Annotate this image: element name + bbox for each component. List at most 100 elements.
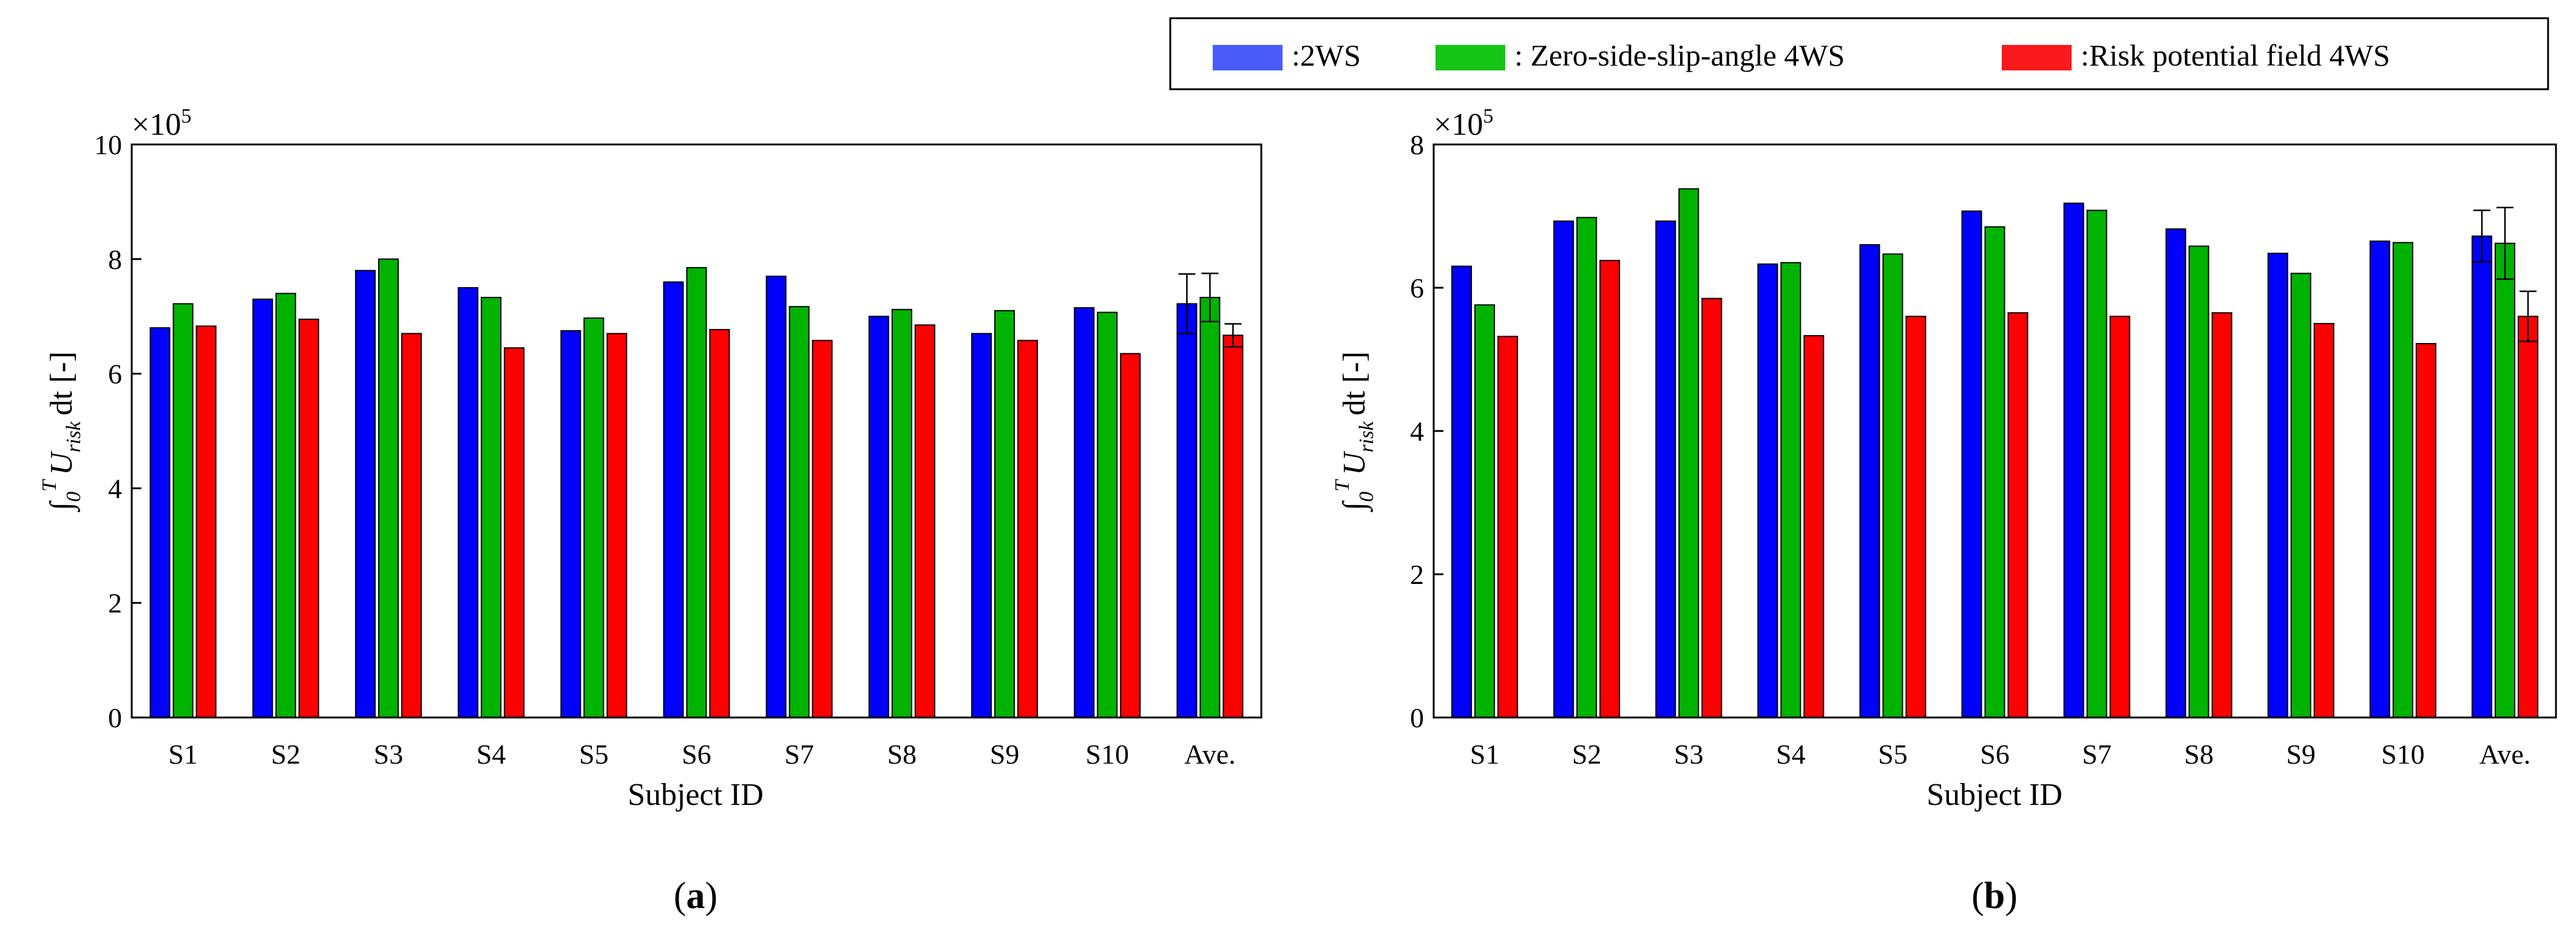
panel-a-bar-s4-series-2 (481, 297, 502, 719)
panel-a-xtick-label: S4 (476, 739, 506, 770)
panel-b-xtick-label: S3 (1674, 739, 1704, 770)
panel-b-xtick-label: S6 (1980, 739, 2010, 770)
panel-b-ylabel-rest: dt [-] (1337, 351, 1372, 415)
panel-a-xtick-label: Ave. (1184, 739, 1236, 770)
panel-b-bar-s10-series-2 (2392, 242, 2413, 719)
panel-b-bar-s5-series-2 (1882, 253, 1903, 719)
panel-a-xtick-label: S5 (579, 739, 609, 770)
panel-a-bar-s7-series-3 (812, 339, 833, 718)
panel-b-bar-s4-series-2 (1780, 262, 1802, 718)
panel-a-bar-s10-series-2 (1097, 311, 1118, 718)
panel-a-bar-s10-series-1 (1074, 307, 1095, 719)
panel-a-bar-s4-series-3 (504, 347, 525, 718)
panel-a-bar-ave-series-2 (1199, 297, 1221, 719)
panel-b-xtick-label: S9 (2286, 739, 2316, 770)
panel-b-xtick-label: S10 (2381, 739, 2425, 770)
panel-a-bar-s8-series-1 (868, 316, 889, 718)
panel-a-ytick-label: 2 (108, 588, 122, 619)
panel-a-ylabel-u: U (44, 450, 79, 475)
panel-a-xtick-label: S3 (374, 739, 404, 770)
panel-b-bar-s9-series-1 (2267, 253, 2288, 718)
svg-text:∫0TUriskdt [-]: ∫0TUrisk dt [-] (1331, 351, 1378, 512)
panel-b-bar-s2-series-2 (1576, 217, 1598, 718)
panel-b-bar-s3-series-2 (1678, 188, 1700, 719)
panel-a-ylabel-sub: risk (63, 421, 85, 452)
panel-b-ytick-label: 4 (1410, 416, 1424, 447)
panel-b-ylabel-integral: ∫ (1337, 500, 1373, 512)
panel-b-ytick-label: 8 (1410, 129, 1424, 160)
panel-b-scale-base: ×10 (1434, 107, 1483, 142)
panel-a-bar-ave-series-3 (1222, 334, 1244, 718)
panel-b-bar-s1-series-2 (1474, 304, 1496, 718)
panel-b-bar-s8-series-1 (2165, 228, 2186, 718)
panel-a-ylabel-upper: T (38, 479, 61, 492)
legend: :2WS : Zero-side-slip-angle 4WS :Risk po… (1169, 17, 2549, 90)
panel-b-marks: 0 2 4 6 8 S1 S2 S3 S4 S5 S6 S7 S8 S9 S10 Ave. (1410, 129, 2538, 770)
panel-b-ylabel-lower: 0 (1355, 492, 1378, 502)
panel-b-xtick-label: S2 (1572, 739, 1602, 770)
panel-b-bar-s6-series-2 (1984, 226, 2005, 718)
legend-swatch-zero-side-slip (1435, 45, 1505, 70)
panel-a-ytick-label: 6 (108, 359, 122, 390)
panel-b-bar-s1-series-1 (1451, 265, 1473, 719)
panel-a-bar-s5-series-1 (560, 330, 581, 718)
panel-a-bar-s1-series-3 (195, 325, 217, 718)
panel-b-xtick-label: S8 (2184, 739, 2214, 770)
panel-a-xtick-label: S8 (887, 739, 917, 770)
panel-a-scale-exp: 5 (181, 105, 191, 127)
panel-b-bar-s1-series-3 (1497, 336, 1519, 718)
panel-a-plot-frame (130, 143, 1263, 719)
panel-a-bar-s5-series-3 (606, 333, 628, 718)
panel-a-bar-s2-series-3 (298, 318, 319, 718)
panel-b-bar-ave-series-3 (2517, 316, 2538, 718)
panel-a-marks: 0 2 4 6 8 10 S1 S2 S3 S4 S5 S6 S7 S8 S9 S10 Ave. (94, 129, 1244, 770)
panel-b-xtick-label: S7 (2082, 739, 2112, 770)
svg-text:∫0TUriskdt [-]: ∫0TUrisk dt [-] (38, 351, 85, 512)
panel-a-bar-s6-series-2 (686, 266, 707, 718)
panel-b-xtick-label: S1 (1470, 739, 1500, 770)
panel-b-bar-s6-series-3 (2007, 312, 2029, 718)
panel-a-ylabel-lower: 0 (63, 492, 85, 502)
panel-a-bar-s4-series-1 (458, 287, 479, 718)
panel-a-bar-s5-series-2 (583, 317, 605, 718)
panel-a-ytick-label: 8 (108, 244, 122, 275)
panel-a-xtick-label: S1 (168, 739, 198, 770)
panel-a-ylabel-integral: ∫ (44, 500, 80, 512)
panel-a-ytick-label: 4 (108, 473, 122, 504)
panel-b-xtick-label: S4 (1776, 739, 1806, 770)
panel-b-bar-s4-series-3 (1803, 335, 1825, 718)
panel-a-ytick-label: 10 (94, 129, 122, 160)
panel-a-bar-s6-series-1 (663, 281, 684, 718)
panel-a-xtick-label: S9 (990, 739, 1020, 770)
panel-b-bar-s7-series-2 (2086, 209, 2107, 718)
panel-b-bar-s7-series-1 (2063, 202, 2084, 718)
panel-a-scale-label: ×105 (132, 105, 191, 142)
panel-b-ytick-label: 0 (1410, 702, 1424, 733)
panel-a-bar-s8-series-2 (891, 308, 912, 718)
panel-a-caption: (a) (674, 875, 717, 917)
panel-a-bar-s3-series-3 (401, 333, 422, 718)
panel-b-caption: (b) (1971, 875, 2018, 917)
panel-b-bar-s7-series-3 (2109, 316, 2130, 718)
panel-b-bar-s2-series-3 (1599, 260, 1621, 719)
panel-a-bar-s9-series-3 (1017, 339, 1039, 718)
panel-b-scale-label: ×105 (1434, 105, 1493, 142)
panel-b-bar-s8-series-3 (2211, 312, 2232, 718)
panel-b-bar-s3-series-1 (1655, 220, 1676, 718)
panel-a-bar-s10-series-3 (1120, 353, 1141, 718)
panel-b-bar-s4-series-1 (1757, 263, 1778, 718)
panel-a-ytick-label: 0 (108, 702, 122, 733)
panel-a-bar-s7-series-1 (765, 276, 787, 718)
legend-label-zero-side-slip: : Zero-side-slip-angle 4WS (1514, 38, 1845, 72)
panel-a-bar-s9-series-2 (994, 310, 1015, 718)
panel-a-xtick-label: S6 (682, 739, 711, 770)
panel-b-y-axis-label: ∫0TUrisk dt [-] (1331, 351, 1378, 512)
panel-a-y-axis-label: ∫0TUrisk dt [-] (38, 351, 85, 512)
panel-a-bar-s7-series-2 (788, 306, 810, 719)
panel-b-bar-ave-series-1 (2471, 236, 2492, 719)
legend-label-risk-potential: :Risk potential field 4WS (2081, 38, 2390, 72)
panel-b-bar-s2-series-1 (1553, 220, 1574, 718)
chart-panel-b: 0 2 4 6 8 S1 S2 S3 S4 S5 S6 S7 S8 S9 S10 Ave. ×105 Subj… (1331, 105, 2557, 917)
panel-b-bar-s3-series-3 (1701, 297, 1723, 718)
